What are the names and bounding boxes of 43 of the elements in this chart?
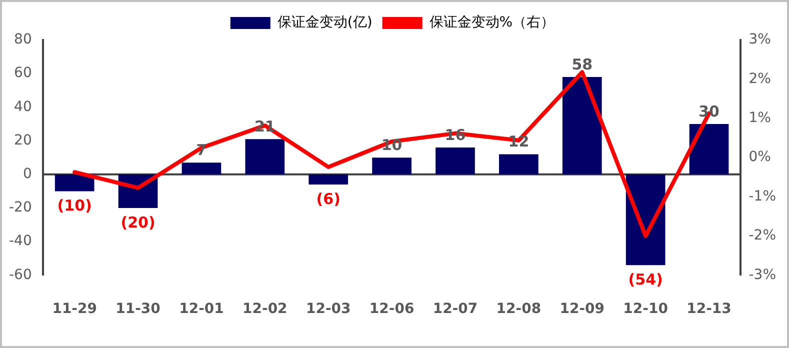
data-label: (54) [628,270,663,289]
x-tick-label: 12-08 [496,301,542,318]
x-tick-label: 11-30 [116,301,161,318]
y-tick-label: 60 [14,65,32,82]
x-tick-label: 11-29 [52,301,97,318]
x-tick-label: 12-02 [242,301,288,318]
data-label: 30 [698,102,720,120]
y2-tick-label: 1% [748,110,771,126]
data-label: (6) [316,190,340,208]
y-tick-label: 0 [22,166,32,182]
bar [182,162,222,174]
y2-tick-label: -1% [748,188,776,204]
bar [562,76,602,174]
x-tick-label: 12-13 [686,301,732,318]
legend-label: 保证金变动%（右） [429,14,555,31]
y2-tick-label: -2% [748,228,776,244]
x-tick-label: 12-03 [306,301,351,318]
y-tick-label: 40 [14,98,32,115]
x-tick-label: 12-07 [432,301,478,318]
bar [499,154,538,174]
data-label: (10) [57,196,92,215]
y2-tick-label: -3% [748,266,776,283]
y-tick-label: -20 [8,200,32,216]
data-label: 58 [572,55,593,74]
bar [689,124,729,174]
legend-label: 保证金变动(亿) [277,14,372,31]
bar [245,139,285,174]
y-tick-label: -40 [8,233,32,250]
y2-tick-label: 3% [748,32,771,48]
y-tick-label: 80 [14,32,32,48]
y-tick-label: -60 [8,266,32,283]
bar [308,174,348,184]
bar [372,158,412,174]
y2-tick-label: 2% [748,70,771,87]
x-tick-label: 12-01 [179,301,224,318]
data-label: (20) [120,213,156,232]
x-tick-label: 12-09 [560,301,605,318]
y-tick-label: 20 [14,132,32,148]
x-tick-label: 12-10 [623,301,668,318]
y2-tick-label: 0% [748,149,771,166]
bar [54,174,94,192]
x-tick-label: 12-06 [369,301,414,318]
bar [436,148,475,174]
